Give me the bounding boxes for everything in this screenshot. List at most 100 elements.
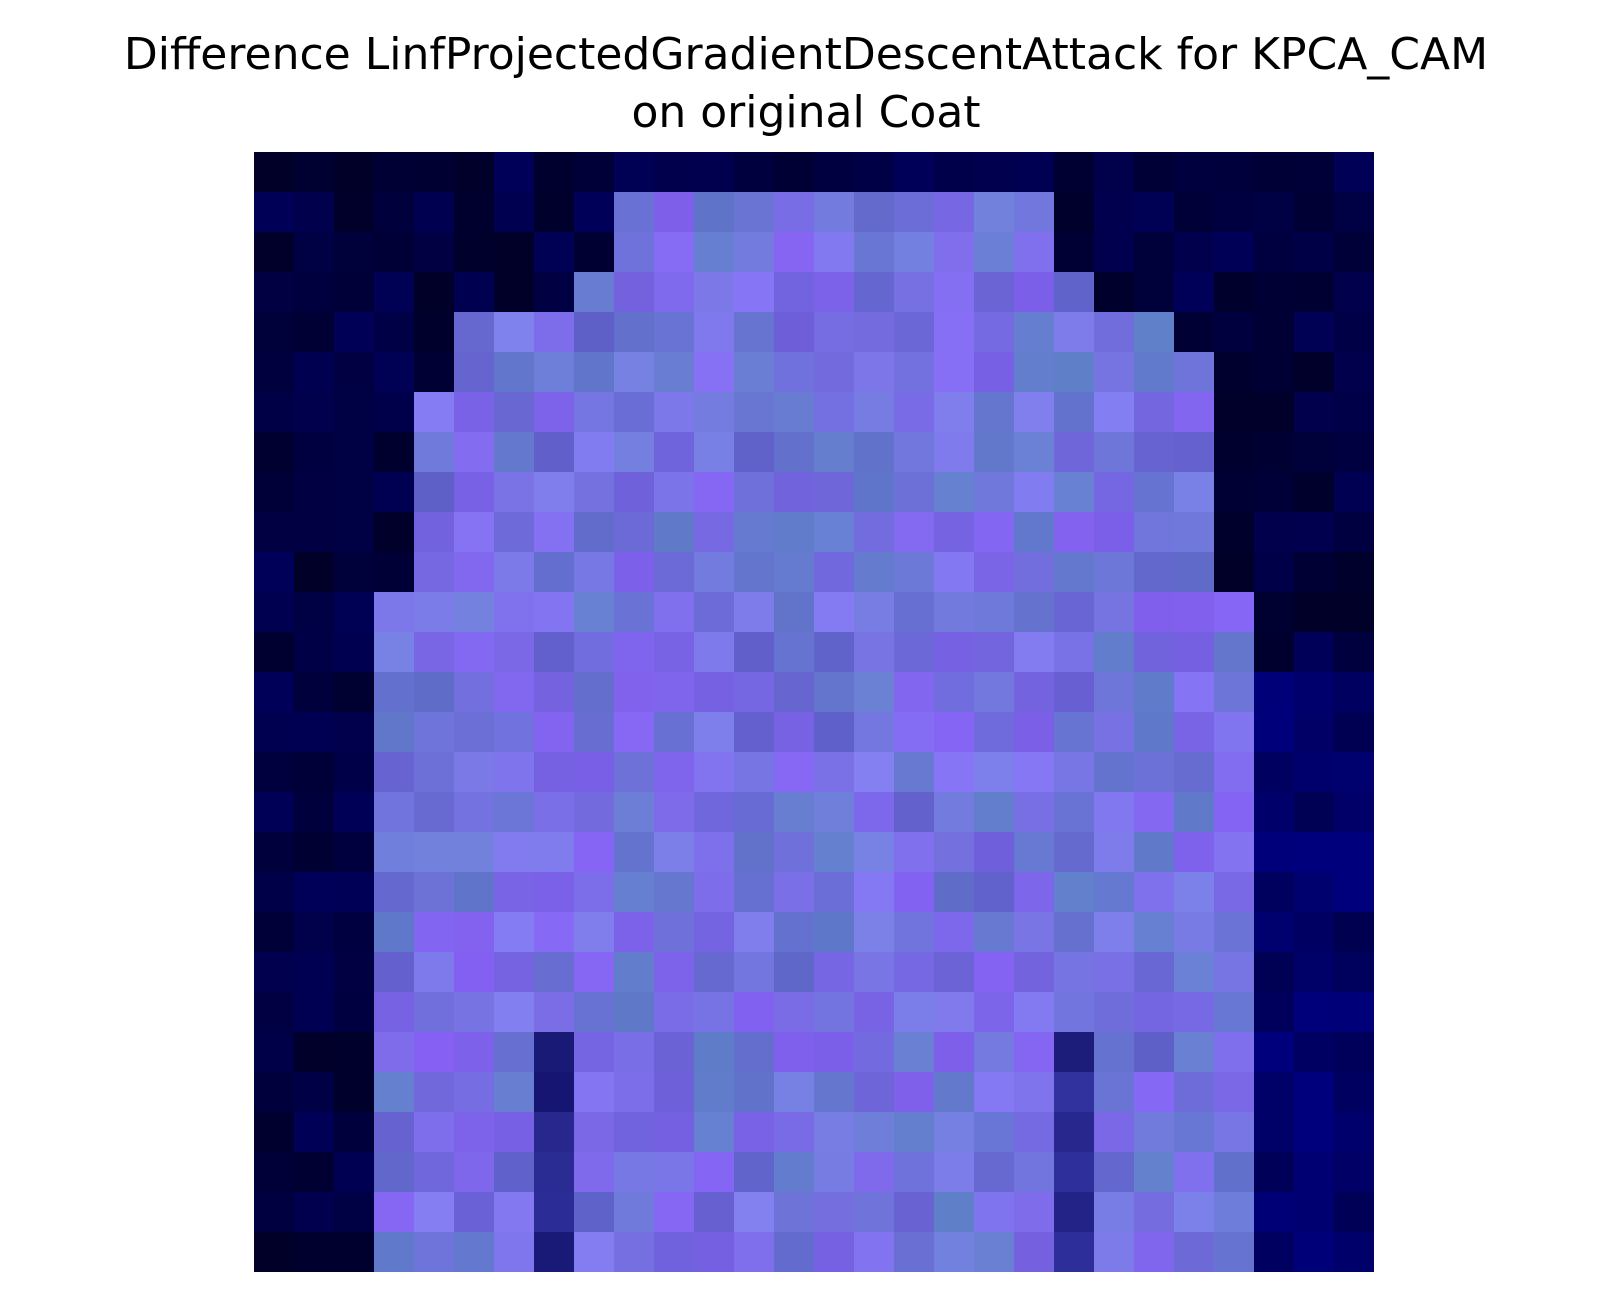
image-pixel: [654, 392, 695, 433]
image-pixel: [1334, 312, 1374, 353]
image-pixel: [414, 632, 455, 673]
image-pixel: [1214, 472, 1255, 513]
image-pixel: [774, 632, 815, 673]
image-pixel: [1094, 1072, 1135, 1113]
image-pixel: [254, 1112, 295, 1153]
image-pixel: [934, 192, 975, 233]
image-pixel: [1174, 232, 1215, 273]
image-pixel: [494, 792, 535, 833]
image-pixel: [854, 592, 895, 633]
image-pixel: [294, 752, 335, 793]
image-pixel: [334, 1232, 375, 1272]
image-pixel: [1174, 1192, 1215, 1233]
image-pixel: [294, 832, 335, 873]
image-pixel: [454, 552, 495, 593]
image-pixel: [934, 1072, 975, 1113]
image-pixel: [454, 232, 495, 273]
figure-title-line-1: Difference LinfProjectedGradientDescentA…: [123, 29, 1489, 80]
image-pixel: [454, 872, 495, 913]
image-pixel: [774, 792, 815, 833]
image-pixel: [1254, 912, 1295, 953]
image-pixel: [294, 1032, 335, 1073]
image-pixel: [694, 592, 735, 633]
image-pixel: [374, 472, 415, 513]
image-pixel: [574, 592, 615, 633]
image-pixel: [1214, 432, 1255, 473]
image-pixel: [854, 392, 895, 433]
image-pixel: [1174, 552, 1215, 593]
image-pixel: [1014, 912, 1055, 953]
image-pixel: [734, 472, 775, 513]
image-pixel: [414, 1112, 455, 1153]
image-pixel: [1094, 552, 1135, 593]
image-pixel: [614, 352, 655, 393]
image-pixel: [854, 192, 895, 233]
image-pixel: [734, 1152, 775, 1193]
image-pixel: [774, 832, 815, 873]
figure-title-line-2: on original Coat: [631, 87, 981, 138]
image-pixel: [894, 672, 935, 713]
image-pixel: [934, 952, 975, 993]
image-pixel: [1334, 1072, 1374, 1113]
image-pixel: [294, 272, 335, 313]
image-pixel: [334, 472, 375, 513]
image-pixel: [734, 872, 775, 913]
image-pixel: [1294, 952, 1335, 993]
image-pixel: [1294, 672, 1335, 713]
image-pixel: [854, 872, 895, 913]
image-pixel: [934, 592, 975, 633]
image-pixel: [1254, 872, 1295, 913]
image-pixel: [534, 592, 575, 633]
image-pixel: [934, 992, 975, 1033]
image-pixel: [414, 192, 455, 233]
image-pixel: [614, 992, 655, 1033]
image-pixel: [494, 1072, 535, 1113]
image-pixel: [1174, 1152, 1215, 1193]
image-pixel: [1134, 792, 1175, 833]
image-pixel: [254, 1232, 295, 1272]
image-pixel: [1174, 512, 1215, 553]
image-pixel: [894, 432, 935, 473]
image-pixel: [334, 1152, 375, 1193]
image-pixel: [494, 312, 535, 353]
image-pixel: [894, 1112, 935, 1153]
image-pixel: [374, 1192, 415, 1233]
image-pixel: [494, 832, 535, 873]
image-pixel: [534, 392, 575, 433]
image-pixel: [1174, 432, 1215, 473]
image-pixel: [1254, 392, 1295, 433]
image-pixel: [1134, 1112, 1175, 1153]
image-pixel: [1334, 1152, 1374, 1193]
image-pixel: [814, 832, 855, 873]
image-pixel: [574, 352, 615, 393]
image-pixel: [614, 1032, 655, 1073]
image-pixel: [414, 1192, 455, 1233]
image-pixel: [774, 272, 815, 313]
image-pixel: [1174, 912, 1215, 953]
image-pixel: [1214, 312, 1255, 353]
image-pixel: [854, 152, 895, 193]
image-pixel: [1014, 712, 1055, 753]
image-pixel: [894, 552, 935, 593]
image-pixel: [334, 432, 375, 473]
image-pixel: [894, 232, 935, 273]
image-pixel: [334, 552, 375, 593]
image-pixel: [414, 312, 455, 353]
image-pixel: [254, 1192, 295, 1233]
image-pixel: [974, 552, 1015, 593]
image-pixel: [654, 312, 695, 353]
image-pixel: [574, 432, 615, 473]
image-pixel: [694, 352, 735, 393]
image-pixel: [1134, 1032, 1175, 1073]
image-pixel: [734, 632, 775, 673]
image-pixel: [894, 1032, 935, 1073]
image-pixel: [694, 152, 735, 193]
image-pixel: [1174, 392, 1215, 433]
image-pixel: [694, 832, 735, 873]
image-pixel: [334, 512, 375, 553]
image-pixel: [774, 872, 815, 913]
image-pixel: [1334, 832, 1374, 873]
image-pixel: [254, 312, 295, 353]
image-pixel: [934, 792, 975, 833]
image-pixel: [1054, 232, 1095, 273]
